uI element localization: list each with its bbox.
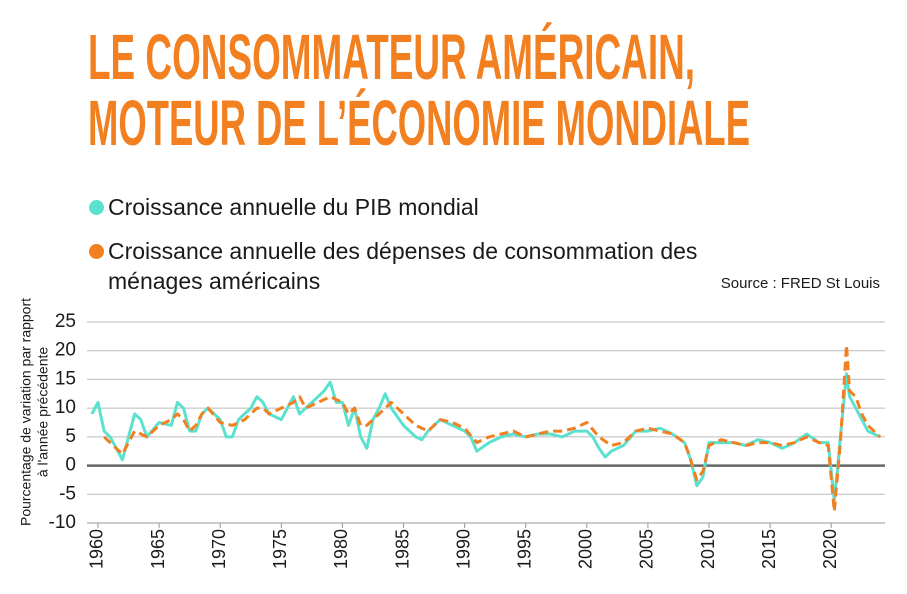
chart-title: LE CONSOMMATEUR AMÉRICAIN, [88,21,695,93]
y-axis-label: Pourcentage de variation par rapport [18,298,34,526]
x-tick-label: 1980 [331,529,351,569]
x-tick-label: 2015 [759,529,779,569]
y-tick-label: 5 [65,426,76,447]
y-tick-label: 0 [65,455,76,476]
chart-title: MOTEUR DE L’ÉCONOMIE MONDIALE [88,87,750,159]
y-tick-label: -10 [49,512,76,533]
y-tick-label: 10 [55,397,76,418]
x-tick-label: 1985 [392,529,412,569]
x-tick-label: 1990 [453,529,473,569]
x-tick-label: 2005 [637,529,657,569]
x-tick-label: 1965 [148,529,168,569]
y-tick-label: 25 [55,311,76,332]
legend-marker [89,244,104,259]
y-axis-label: à l'année précédente [35,347,51,478]
x-tick-label: 1975 [270,529,290,569]
x-tick-label: 2020 [820,529,840,569]
x-tick-label: 2010 [698,529,718,569]
legend-marker [89,200,104,215]
x-tick-label: 2000 [576,529,596,569]
x-tick-label: 1970 [209,529,229,569]
legend-label: Croissance annuelle des dépenses de cons… [108,238,698,294]
legend-label: Croissance annuelle du PIB mondial [108,194,479,220]
source: Source : FRED St Louis [721,275,880,292]
y-tick-label: 15 [55,368,76,389]
series-line [103,343,882,513]
y-tick-label: -5 [59,483,76,504]
x-tick-label: 1995 [514,529,534,569]
y-tick-label: 20 [55,340,76,361]
x-tick-label: 1960 [87,529,107,569]
